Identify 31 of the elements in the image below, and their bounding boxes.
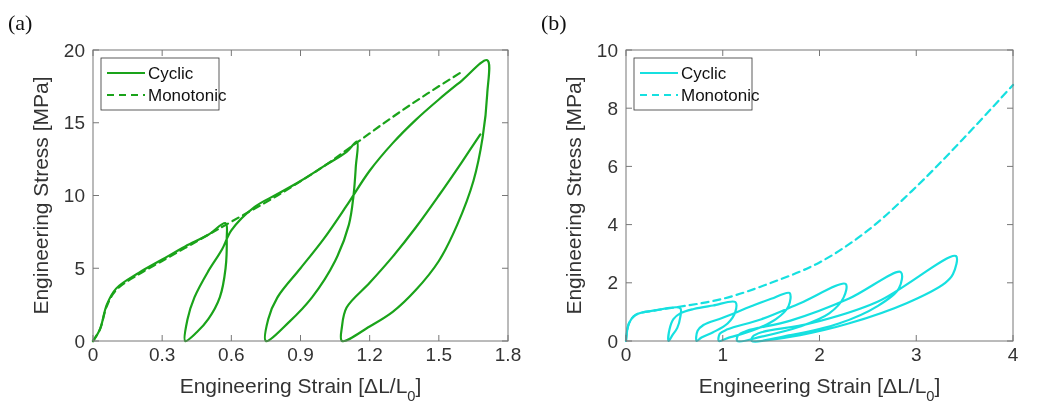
x-tick-label: 0.3 bbox=[148, 344, 176, 365]
y-axis-title: Engineering Stress [MPa] bbox=[29, 76, 52, 315]
x-tick-label: 2 bbox=[814, 344, 825, 365]
legend-label: Monotonic bbox=[148, 85, 227, 105]
legend-label: Monotonic bbox=[681, 85, 760, 105]
x-tick-label: 1.2 bbox=[356, 344, 383, 365]
x-tick-label: 4 bbox=[1007, 344, 1019, 365]
legend-label: Cyclic bbox=[148, 63, 194, 83]
x-axis-title: Engineering Strain [ΔL/L$_{0}$] bbox=[179, 374, 422, 404]
text: (a) bbox=[8, 10, 33, 35]
x-axis-title: Engineering Strain [ΔL/L$_{0}$] bbox=[698, 374, 941, 404]
y-tick-label: 20 bbox=[63, 39, 85, 61]
legend-label: Cyclic bbox=[681, 63, 727, 83]
y-tick-label: 8 bbox=[607, 97, 618, 119]
x-tick-label: 1.5 bbox=[425, 344, 453, 365]
y-tick-label: 6 bbox=[607, 156, 618, 178]
x-tick-label: 0 bbox=[620, 344, 632, 365]
x-tick-label: 0 bbox=[87, 344, 99, 365]
x-tick-label: 0.9 bbox=[287, 344, 314, 365]
x-tick-label: 3 bbox=[910, 344, 922, 365]
y-tick-label: 10 bbox=[596, 39, 618, 61]
y-tick-label: 15 bbox=[63, 112, 85, 134]
x-tick-label: 0.6 bbox=[218, 344, 245, 365]
x-tick-label: 1 bbox=[717, 344, 729, 365]
x-tick-label: 1.8 bbox=[494, 344, 522, 365]
y-axis-title: Engineering Stress [MPa] bbox=[562, 76, 585, 315]
y-tick-label: 4 bbox=[607, 214, 619, 236]
y-tick-label: 5 bbox=[74, 257, 85, 279]
y-tick-label: 10 bbox=[63, 185, 85, 207]
y-tick-label: 2 bbox=[607, 272, 618, 294]
text: (b) bbox=[541, 10, 567, 35]
